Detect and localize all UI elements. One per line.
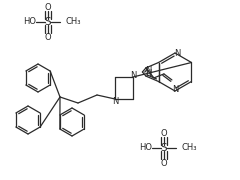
Text: N: N [112, 96, 118, 105]
Text: N: N [145, 66, 151, 75]
Text: N: N [172, 86, 178, 94]
Text: N: N [145, 69, 151, 78]
Text: O: O [161, 159, 167, 168]
Text: CH₃: CH₃ [181, 143, 197, 152]
Text: HO: HO [23, 17, 36, 26]
Text: N: N [130, 71, 136, 80]
Text: S: S [161, 143, 167, 153]
Text: O: O [45, 33, 51, 42]
Text: S: S [45, 17, 51, 27]
Text: HO: HO [139, 143, 152, 152]
Text: O: O [161, 129, 167, 138]
Text: O: O [45, 3, 51, 12]
Text: N: N [174, 50, 180, 59]
Text: CH₃: CH₃ [65, 17, 80, 26]
